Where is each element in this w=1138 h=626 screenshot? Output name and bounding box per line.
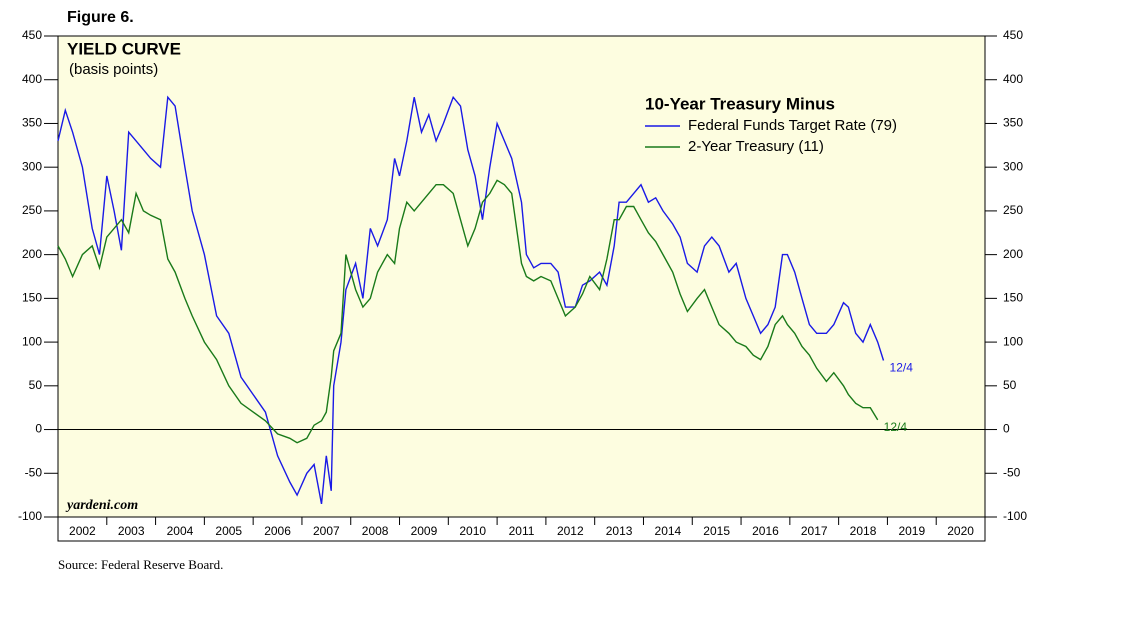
x-tick-label: 2012 [557,524,584,538]
legend-label: Federal Funds Target Rate (79) [688,117,897,134]
watermark: yardeni.com [65,498,138,513]
y-tick-label: -100 [18,509,42,523]
end-label: 12/4 [884,420,908,434]
y2-tick-label: 150 [1003,291,1023,305]
x-tick-label: 2003 [118,524,145,538]
x-tick-label: 2010 [459,524,486,538]
y-tick-label: 350 [22,116,42,130]
y2-tick-label: -100 [1003,509,1027,523]
x-tick-label: 2007 [313,524,340,538]
x-tick-label: 2013 [606,524,633,538]
y2-tick-label: 0 [1003,422,1010,436]
y2-tick-label: 50 [1003,378,1017,392]
x-tick-label: 2009 [411,524,438,538]
x-axis-strip [57,516,986,542]
x-tick-label: 2002 [69,524,96,538]
x-tick-label: 2020 [947,524,974,538]
y2-tick-label: -50 [1003,465,1021,479]
y-tick-label: 0 [35,422,42,436]
x-tick-label: 2005 [215,524,242,538]
x-tick-label: 2004 [167,524,194,538]
y-tick-label: 50 [29,378,43,392]
y-tick-label: 250 [22,203,42,217]
x-tick-label: 2014 [655,524,682,538]
y-tick-label: 150 [22,291,42,305]
y-tick-label: 450 [22,28,42,42]
x-tick-label: 2016 [752,524,779,538]
plot-area [57,35,986,518]
y2-tick-label: 400 [1003,72,1023,86]
y-tick-label: 300 [22,159,42,173]
source-note: Source: Federal Reserve Board. [58,557,223,572]
y2-tick-label: 300 [1003,159,1023,173]
series-line [57,179,879,444]
x-tick-label: 2006 [264,524,291,538]
x-tick-label: 2017 [801,524,828,538]
legend-title: 10-Year Treasury Minus [645,94,835,113]
y2-tick-label: 350 [1003,116,1023,130]
y2-tick-label: 200 [1003,247,1023,261]
x-tick-label: 2019 [898,524,925,538]
y-tick-label: 400 [22,72,42,86]
chart-title: YIELD CURVE [67,39,181,58]
y2-tick-label: 100 [1003,334,1023,348]
y-tick-label: -50 [25,465,43,479]
end-label: 12/4 [890,361,914,375]
x-tick-label: 2018 [850,524,877,538]
figure-label: Figure 6. [67,9,134,26]
x-tick-label: 2015 [703,524,730,538]
x-tick-label: 2008 [362,524,389,538]
chart-subtitle: (basis points) [69,61,158,78]
x-tick-label: 2011 [509,524,535,538]
series-line [57,95,885,505]
legend-label: 2-Year Treasury (11) [688,138,824,155]
y-tick-label: 100 [22,334,42,348]
y2-tick-label: 450 [1003,28,1023,42]
y-tick-label: 200 [22,247,42,261]
y2-tick-label: 250 [1003,203,1023,217]
